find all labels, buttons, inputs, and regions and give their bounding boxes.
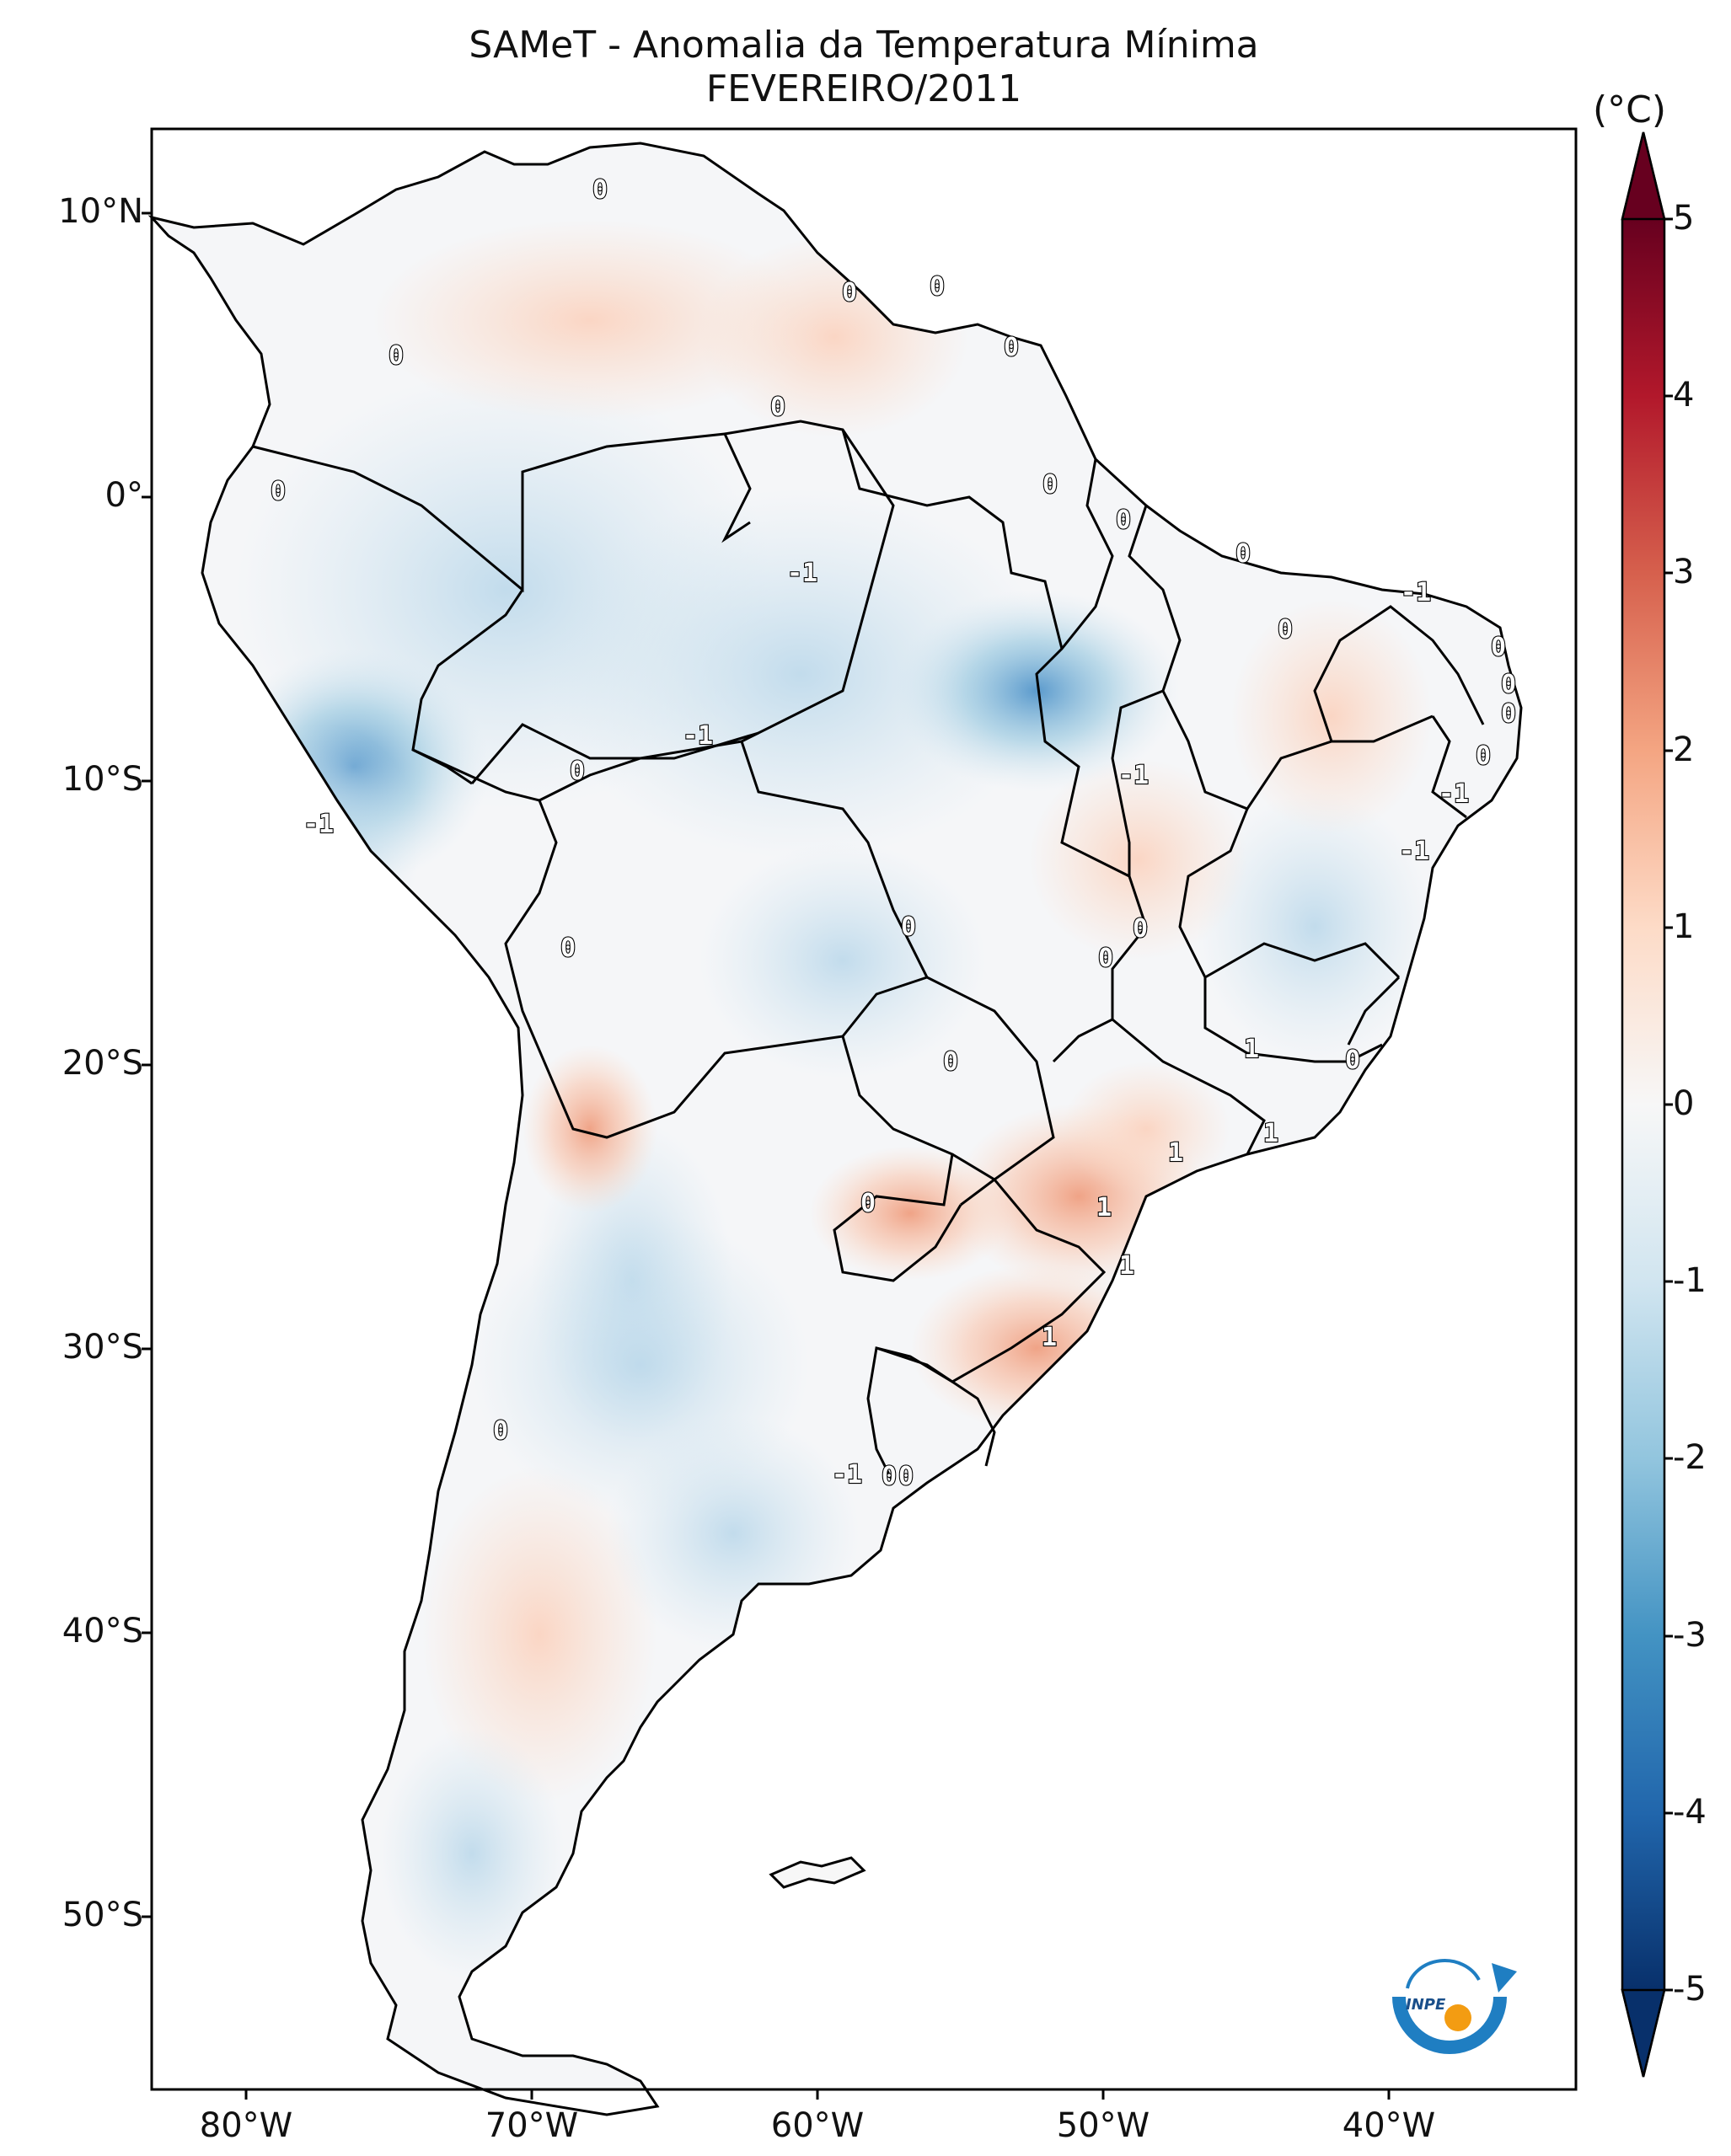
colorbar bbox=[1621, 131, 1673, 2078]
contour-label: 0 bbox=[560, 934, 576, 963]
contour-label: 0 bbox=[1116, 506, 1131, 535]
contour-label: -1 bbox=[787, 559, 817, 588]
contour-label: 0 bbox=[1098, 944, 1113, 973]
contour-label: 1 bbox=[1263, 1119, 1278, 1148]
colorbar-tick-label: -4 bbox=[1673, 1793, 1707, 1832]
colorbar-tick-label: 1 bbox=[1673, 907, 1695, 946]
contour-label: 0 bbox=[930, 272, 945, 302]
contour-label: -1 bbox=[832, 1460, 862, 1490]
colorbar-tick-label: 2 bbox=[1673, 730, 1695, 769]
contour-label: 0 bbox=[860, 1189, 876, 1218]
contour-label: -1 bbox=[1399, 837, 1429, 866]
lat-label: 10°N bbox=[58, 192, 143, 231]
colorbar-tick-label: 3 bbox=[1673, 553, 1695, 591]
falkland-islands bbox=[769, 1856, 866, 1889]
contour-label: 0 bbox=[842, 278, 857, 308]
chart-subtitle: FEVEREIRO/2011 bbox=[705, 67, 1022, 110]
contour-label: 0 bbox=[271, 477, 286, 506]
contour-label: 0 bbox=[882, 1462, 897, 1491]
colorbar-tick-label: -2 bbox=[1673, 1438, 1707, 1477]
contour-label: 1 bbox=[1096, 1193, 1112, 1222]
chart-title: SAMeT - Anomalia da Temperatura Mínima bbox=[469, 24, 1259, 67]
colorbar-tick-label: 0 bbox=[1673, 1084, 1695, 1123]
lat-label: 50°S bbox=[62, 1896, 143, 1934]
contour-label: -1 bbox=[303, 810, 334, 839]
plot-frame bbox=[150, 127, 1578, 2091]
colorbar-tick-label: 4 bbox=[1673, 376, 1695, 415]
lat-label: 30°S bbox=[62, 1328, 143, 1367]
lat-label: 20°S bbox=[62, 1044, 143, 1083]
logo-text: INPE bbox=[1406, 1996, 1446, 2014]
contour-label: 0 bbox=[1345, 1046, 1360, 1075]
contour-label: 0 bbox=[898, 1462, 914, 1491]
lon-label: 40°W bbox=[1342, 2106, 1436, 2145]
colorbar-unit: (°C) bbox=[1593, 88, 1667, 131]
colorbar-extend-top bbox=[1621, 131, 1666, 221]
colorbar-tick-label: -1 bbox=[1673, 1261, 1707, 1300]
lat-label: 0° bbox=[105, 476, 143, 515]
coastline bbox=[147, 142, 1523, 2116]
contour-label: 0 bbox=[901, 912, 916, 942]
contour-label: -1 bbox=[1401, 578, 1431, 607]
contour-label: 1 bbox=[1042, 1323, 1057, 1352]
contour-label: 0 bbox=[1133, 914, 1148, 944]
colorbar-tick-label: -3 bbox=[1673, 1616, 1707, 1655]
lon-label: 60°W bbox=[770, 2106, 865, 2145]
contour-label: 0 bbox=[770, 393, 785, 422]
contour-label: 0 bbox=[1235, 539, 1251, 569]
contour-label: 0 bbox=[1491, 633, 1506, 662]
colorbar-extend-bottom bbox=[1621, 1988, 1666, 2078]
country-borders bbox=[252, 420, 1485, 1484]
colorbar-tick-label: 5 bbox=[1673, 199, 1695, 238]
contour-label: 1 bbox=[1119, 1251, 1134, 1281]
lon-label: 50°W bbox=[1056, 2106, 1150, 2145]
contour-label: 0 bbox=[1476, 741, 1491, 771]
contour-label: 0 bbox=[1042, 470, 1058, 500]
contour-label: 0 bbox=[1501, 670, 1516, 699]
inpe-logo: INPE bbox=[1392, 1959, 1517, 2054]
contour-label: -1 bbox=[1439, 779, 1469, 809]
contour-label: 0 bbox=[570, 757, 585, 786]
contour-label: 1 bbox=[1244, 1035, 1259, 1064]
axis-ticks bbox=[142, 211, 1391, 2100]
contour-label: 0 bbox=[1004, 333, 1019, 362]
contour-label: -1 bbox=[1118, 761, 1149, 790]
contour-label: 0 bbox=[389, 341, 404, 371]
lat-label: 10°S bbox=[62, 760, 143, 799]
contour-label: 1 bbox=[1168, 1138, 1183, 1168]
contour-label: 0 bbox=[493, 1416, 508, 1446]
contour-label: 0 bbox=[1278, 615, 1293, 645]
colorbar-tick-label: -5 bbox=[1673, 1970, 1707, 2009]
lon-label: 80°W bbox=[199, 2106, 293, 2145]
contour-label: 0 bbox=[943, 1047, 958, 1077]
contour-label: 0 bbox=[1501, 699, 1516, 729]
contour-label: -1 bbox=[683, 721, 713, 751]
lon-label: 70°W bbox=[485, 2106, 579, 2145]
contour-label: 0 bbox=[592, 175, 608, 205]
lat-label: 40°S bbox=[62, 1612, 143, 1650]
